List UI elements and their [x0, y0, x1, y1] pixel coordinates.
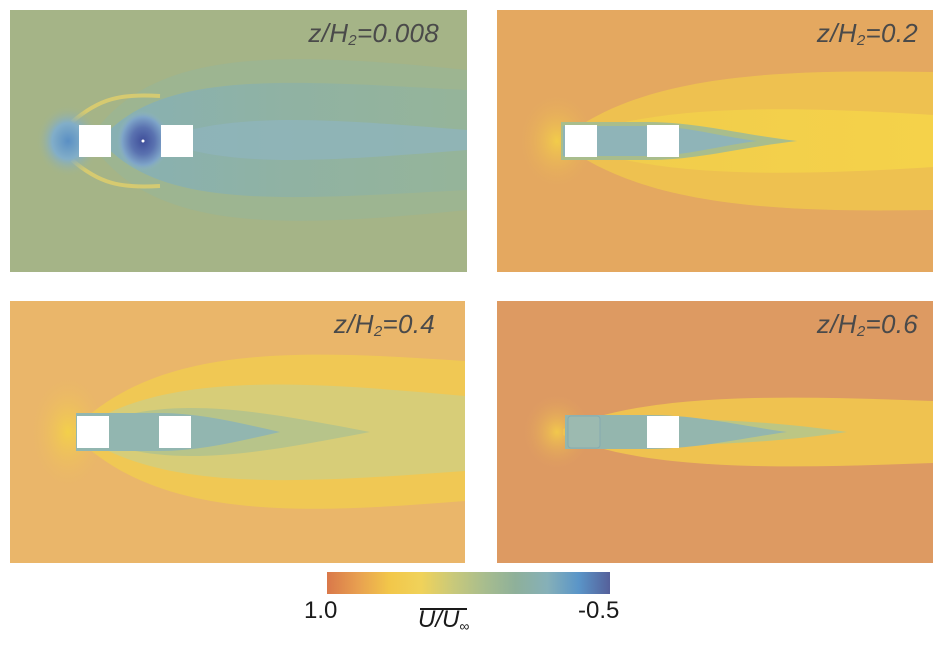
body-upstream [79, 125, 111, 157]
colorbar-min-label: 1.0 [304, 597, 338, 624]
colorbar [327, 572, 610, 594]
contour-panel-4: z/H2=0.6 [497, 301, 933, 563]
body-upstream [77, 416, 109, 448]
colorbar-quantity-label: U/U∞ [418, 606, 470, 634]
contour-panel-1: z/H2=0.008 [10, 10, 467, 272]
contour-plot [10, 10, 467, 272]
body-downstream [161, 125, 193, 157]
contour-plot [10, 301, 465, 563]
body-upstream [565, 125, 597, 157]
contour-plot [497, 10, 933, 272]
contour-panel-2: z/H2=0.2 [497, 10, 933, 272]
panel-label: z/H2=0.6 [816, 309, 918, 340]
body-downstream [647, 125, 679, 157]
colorbar-max-label: -0.5 [578, 597, 620, 624]
body-downstream [159, 416, 191, 448]
panel-label: z/H2=0.4 [333, 309, 435, 340]
body-downstream [647, 416, 679, 448]
contour-plot [497, 301, 933, 563]
panel-label: z/H2=0.2 [816, 18, 918, 49]
contour-panel-3: z/H2=0.4 [10, 301, 465, 563]
overline [420, 608, 468, 610]
panel-label: z/H2=0.008 [308, 18, 439, 49]
